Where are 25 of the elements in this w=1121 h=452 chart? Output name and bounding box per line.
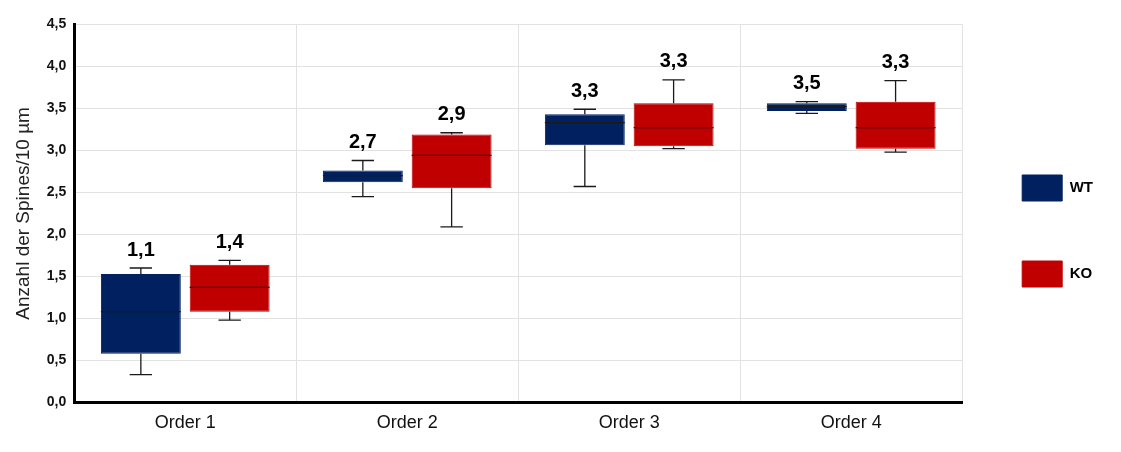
x-tick-label: Order 3 [598, 412, 660, 433]
y-tick-label: 4,0 [46, 57, 67, 74]
text: 2,9 [437, 102, 466, 125]
y-tick-label: 3,0 [46, 141, 67, 158]
text: 1,4 [215, 229, 244, 252]
legend-label: KO [1069, 264, 1093, 282]
text: 3,3 [570, 78, 599, 101]
y-tick-label: 3,5 [46, 99, 67, 116]
text: 3,3 [659, 49, 688, 72]
legend-label: WT [1069, 178, 1094, 196]
y-tick-label: 4,5 [46, 15, 67, 32]
y-tick-label: 0,0 [46, 393, 67, 410]
y-axis-title: Anzahl der Spines/10 µm [11, 107, 33, 320]
text: 1,1 [126, 237, 155, 260]
y-tick-label: 1,5 [46, 267, 67, 284]
y-tick-label: 1,0 [46, 309, 67, 326]
y-tick-label: 2,0 [46, 225, 67, 242]
y-tick-label: 2,5 [46, 183, 67, 200]
x-tick-label: Order 4 [820, 412, 882, 433]
x-tick-label: Order 2 [376, 412, 438, 433]
x-tick-label: Order 1 [154, 412, 216, 433]
text: 3,3 [881, 50, 910, 73]
y-tick-label: 0,5 [46, 351, 67, 368]
text: 2,7 [348, 130, 377, 152]
text: 3,5 [792, 71, 821, 94]
